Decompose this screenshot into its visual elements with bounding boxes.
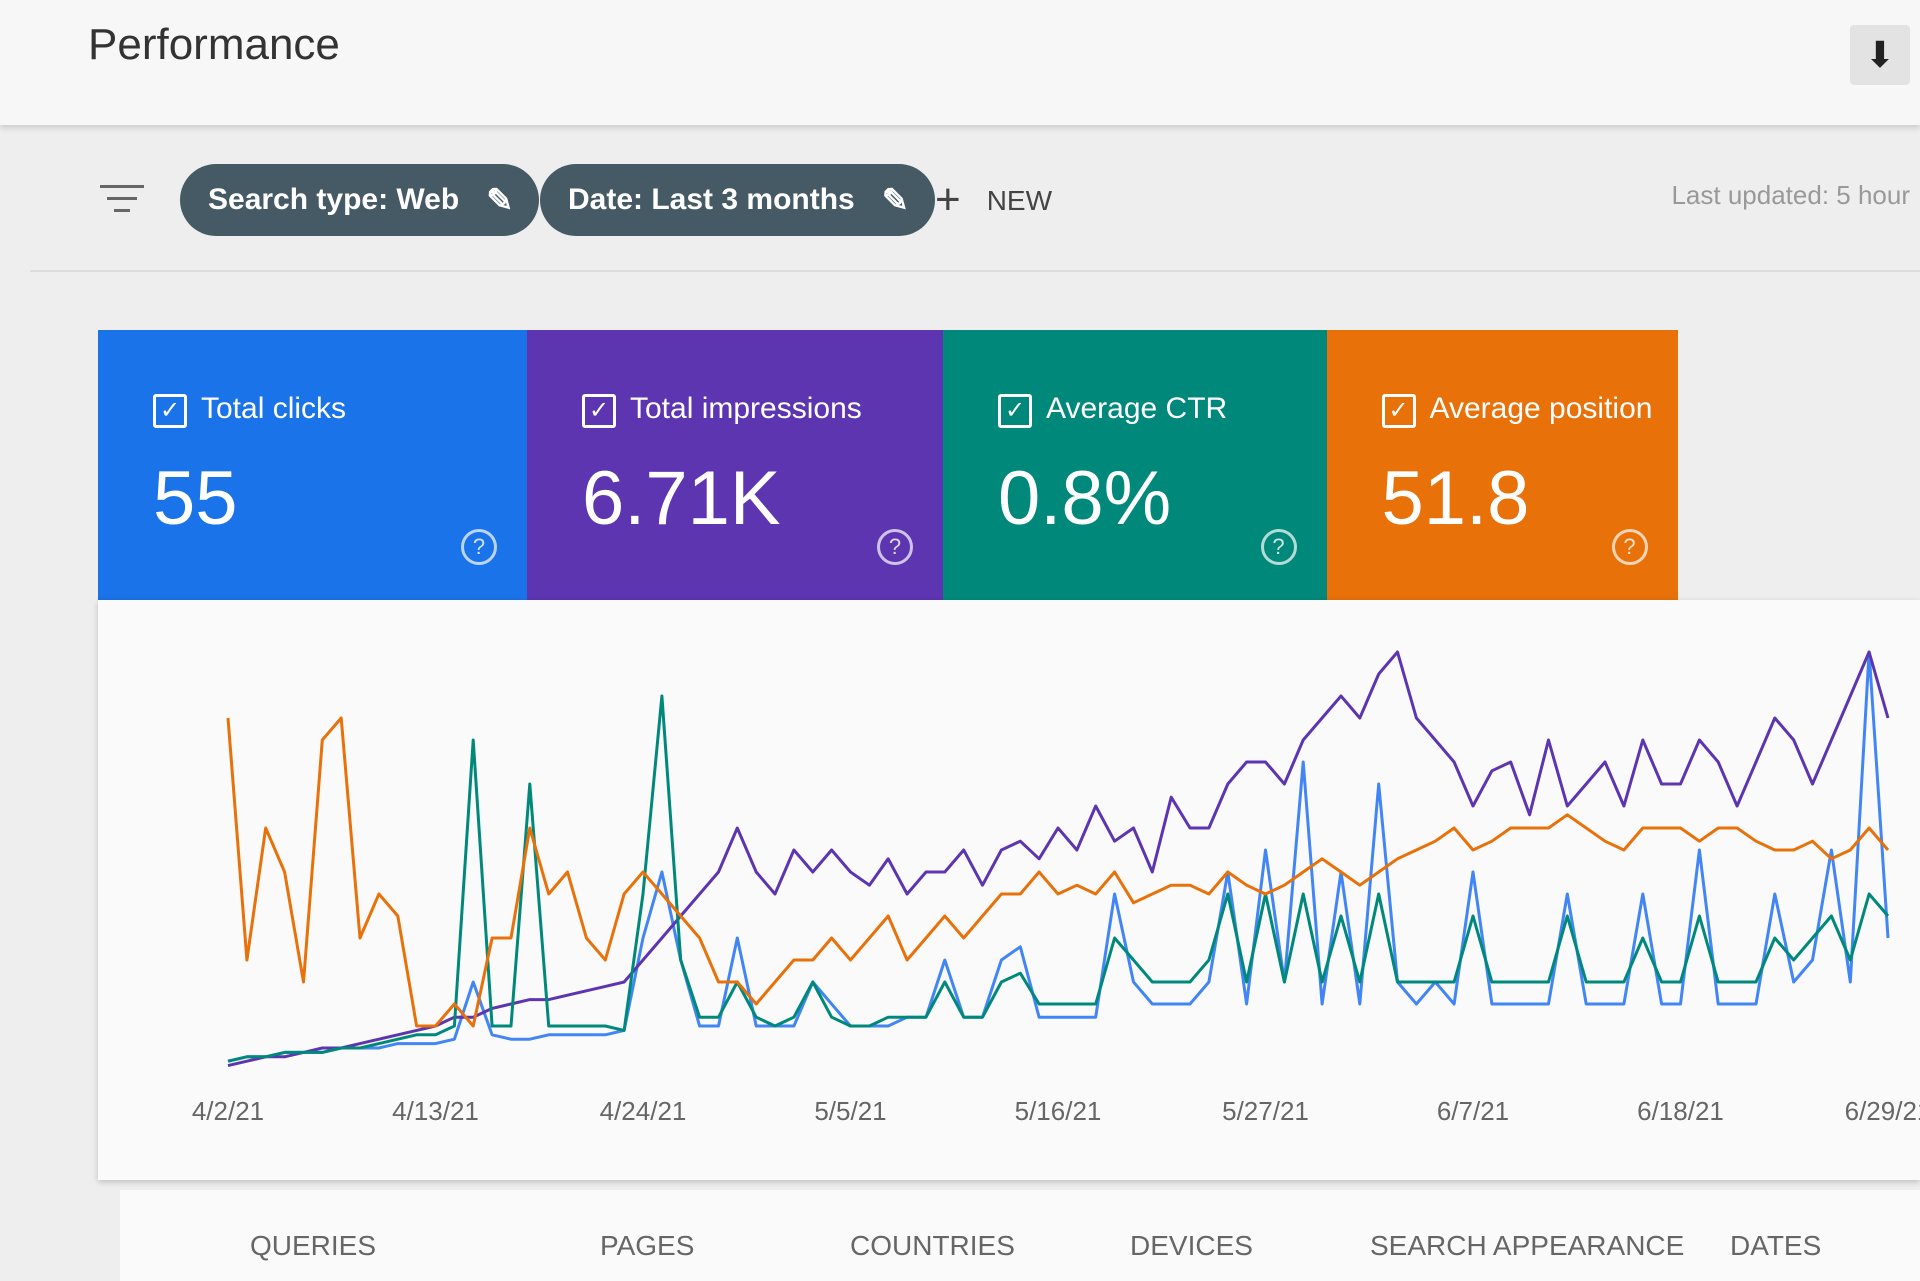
x-tick-label: 5/16/21 [1015, 1096, 1102, 1126]
metric-value: 6.71K [582, 456, 781, 541]
x-tick-label: 5/27/21 [1222, 1096, 1309, 1126]
metric-value: 0.8% [998, 456, 1172, 541]
series-line [227, 694, 1890, 1063]
x-tick-label: 4/13/21 [392, 1096, 479, 1126]
filter-chip[interactable]: Search type: Web [180, 164, 540, 236]
chart: 4/2/21 4/13/21 4/24/21 5/5/21 5/16/21 5/27/21… [192, 650, 1920, 1126]
tab[interactable]: QUERIES [250, 1230, 377, 1261]
filter-bar: Search type: Web Date: Last 3 months NEW… [30, 150, 1920, 272]
help-icon: ? [1611, 529, 1648, 565]
filter-chip[interactable]: Date: Last 3 months [540, 164, 935, 236]
metric-card[interactable]: Total clicks 55? [98, 330, 527, 600]
metric-label: Average CTR [998, 392, 1227, 428]
new-filter-button[interactable]: NEW [935, 164, 1052, 236]
help-icon: ? [461, 529, 497, 565]
metric-card[interactable]: Average position 51.8? [1326, 330, 1678, 600]
filter-icon[interactable] [100, 185, 144, 221]
chart-panel: 4/2/21 4/13/21 4/24/21 5/5/21 5/16/21 5/27/21… [98, 600, 1920, 1180]
x-tick-label: 6/7/21 [1437, 1096, 1509, 1126]
tab[interactable]: PAGES [600, 1230, 695, 1261]
tab-bar: QUERIES PAGES COUNTRIES DEVICES SEARCH APPEA… [120, 1190, 1920, 1281]
x-tick-label: 4/24/21 [600, 1096, 687, 1126]
x-tick-label: 6/18/21 [1637, 1096, 1724, 1126]
metric-value: 51.8 [1381, 456, 1530, 541]
page-title: Performance [88, 20, 340, 69]
download-button[interactable]: ⬇ [1850, 25, 1910, 85]
tab[interactable]: DATES [1730, 1230, 1822, 1261]
metric-card[interactable]: Average CTR 0.8%? [943, 330, 1327, 600]
x-tick-label: 5/5/21 [814, 1096, 886, 1126]
header: Performance ⬇ [0, 0, 1920, 125]
metric-label: Total impressions [582, 392, 862, 428]
series-line [226, 716, 1890, 1028]
help-icon: ? [1260, 529, 1297, 565]
tab[interactable]: SEARCH APPEARANCE [1370, 1230, 1685, 1261]
metric-value: 55 [153, 456, 238, 541]
tab[interactable]: DEVICES [1130, 1230, 1253, 1261]
x-tick-label: 4/2/21 [192, 1096, 264, 1126]
last-updated: Last updated: 5 hour [1671, 180, 1910, 210]
tab[interactable]: COUNTRIES [850, 1230, 1015, 1261]
help-icon: ? [877, 529, 913, 565]
x-tick-label: 6/29/21 [1845, 1096, 1920, 1126]
metric-label: Total clicks [153, 392, 346, 428]
series-line [227, 650, 1890, 1063]
metric-card[interactable]: Total impressions 6.71K? [527, 330, 943, 600]
metric-label: Average position [1382, 392, 1653, 428]
series-line [227, 650, 1890, 1068]
